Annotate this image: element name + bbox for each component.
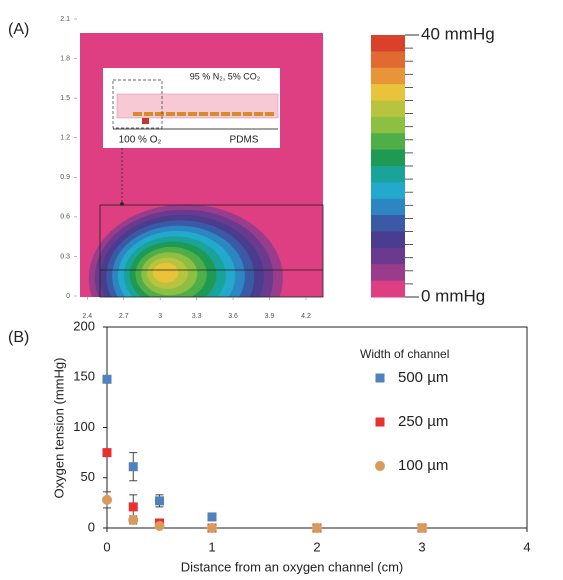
colorbar-swatch [371, 35, 405, 52]
x-tick-label: 0 [103, 539, 110, 554]
data-point [102, 374, 112, 384]
data-point [207, 512, 217, 522]
data-point [375, 461, 385, 471]
colorbar-swatch [371, 116, 405, 134]
colorbar-swatch [371, 280, 405, 298]
x-tick-label: 3 [158, 313, 162, 320]
colorbar-swatch [371, 67, 405, 85]
y-tick-label: 0.9 [60, 174, 70, 181]
legend-label: 100 µm [398, 457, 448, 474]
data-point [154, 520, 165, 531]
legend-label: 500 µm [398, 369, 448, 386]
data-point [207, 523, 217, 533]
colorbar-swatch [371, 100, 405, 118]
y-tick-label: 1.8 [60, 55, 70, 62]
y-tick-label: 0.3 [60, 253, 70, 260]
x-tick-label: 2 [313, 539, 320, 554]
x-tick-label: 3.6 [228, 313, 238, 320]
panel-label: (A) [8, 21, 29, 38]
y-tick-label: 0 [66, 293, 70, 300]
colorbar-swatch [371, 198, 405, 216]
x-tick-label: 2.4 [82, 313, 92, 320]
data-point [128, 502, 138, 512]
colorbar-swatch [371, 51, 405, 69]
y-axis-label: Oxygen tension (mmHg) [51, 358, 66, 499]
contour-plot [80, 33, 323, 297]
legend-title: Width of channel [360, 347, 449, 361]
data-point [155, 496, 164, 506]
y-tick-label: 200 [73, 318, 95, 333]
data-point [102, 448, 112, 458]
x-tick-label: 4 [523, 539, 530, 554]
colorbar-swatch [371, 215, 405, 232]
colorbar-swatch [371, 149, 405, 167]
data-point [375, 417, 385, 427]
y-tick-label: 2.1 [60, 16, 70, 23]
x-tick-label: 3.3 [192, 313, 202, 320]
colorbar-label: 0 mmHg [421, 286, 485, 305]
data-point [312, 523, 322, 533]
y-tick-label: 0 [88, 519, 95, 534]
y-tick-label: 1.2 [60, 135, 70, 142]
colorbar-swatch [371, 231, 405, 249]
colorbar-swatch [371, 247, 405, 265]
inset-label: PDMS [230, 135, 259, 146]
scatter-plot: Distance from an oxygen channel (cm) Oxy… [51, 318, 530, 574]
colorbar-swatch [371, 84, 405, 101]
x-tick-label: 3 [418, 539, 425, 554]
y-tick-label: 1.5 [60, 95, 70, 102]
colorbar-swatch [371, 264, 405, 282]
oxygen-channel [142, 118, 149, 124]
data-point [417, 523, 427, 533]
x-tick-label: 4.2 [301, 313, 311, 320]
data-point [102, 494, 112, 505]
panel-label: (B) [8, 329, 29, 346]
y-tick-label: 100 [73, 419, 95, 434]
colorbar-swatch [371, 133, 405, 151]
x-tick-label: 2.7 [119, 313, 129, 320]
x-axis-label: Distance from an oxygen channel (cm) [181, 559, 404, 574]
y-tick-label: 50 [81, 469, 95, 484]
overlay: 95 % N₂, 5% CO₂ 100 % O₂ PDMS [99, 68, 324, 298]
x-tick-label: 3.9 [265, 313, 275, 320]
y-tick-label: 0.6 [60, 214, 70, 221]
inset-label: 95 % N₂, 5% CO₂ [190, 71, 261, 81]
zoom-box [112, 79, 163, 129]
data-point [128, 462, 138, 472]
x-tick-label: 1 [208, 539, 215, 554]
colorbar-label: 40 mmHg [421, 24, 495, 43]
plot-frame [106, 326, 528, 529]
data-point [128, 514, 139, 525]
leader-dot [120, 202, 124, 206]
legend-label: 250 µm [398, 413, 448, 430]
contour-band [153, 262, 179, 283]
data-point [375, 373, 385, 383]
domain-outline [99, 204, 324, 298]
colorbar-swatch [371, 182, 405, 200]
colorbar-swatch [371, 166, 405, 183]
inset-label: 100 % O₂ [119, 135, 162, 146]
y-tick-label: 150 [73, 369, 95, 384]
